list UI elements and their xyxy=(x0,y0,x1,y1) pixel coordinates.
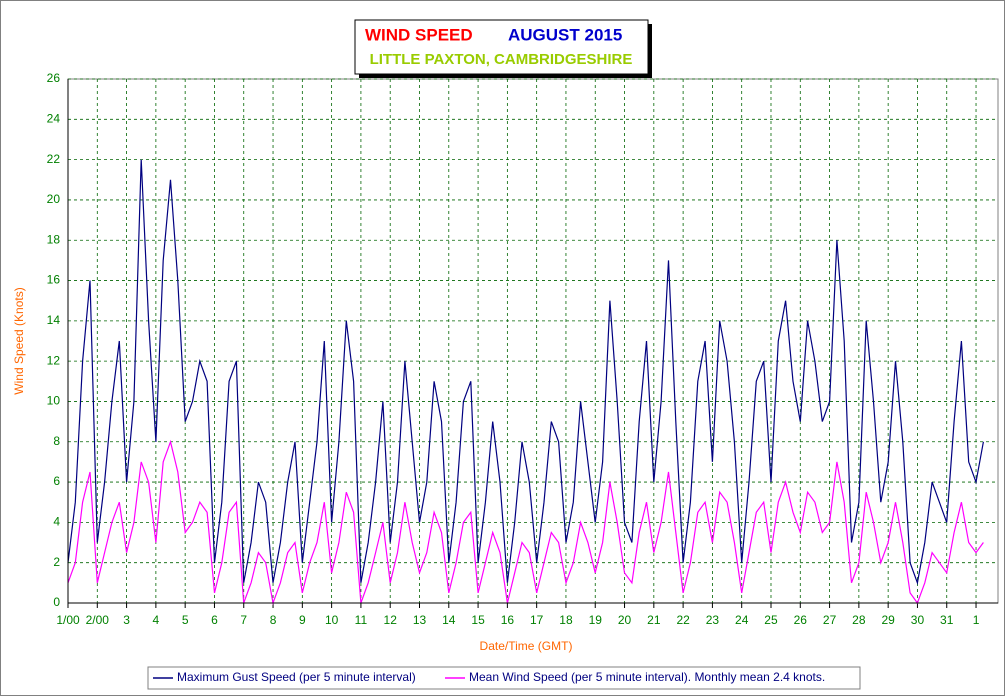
x-tick-label: 8 xyxy=(270,613,277,627)
x-tick-label: 7 xyxy=(240,613,247,627)
x-tick-label: 31 xyxy=(940,613,954,627)
y-tick-label: 2 xyxy=(53,555,60,569)
y-tick-label: 26 xyxy=(47,71,61,85)
x-tick-label: 6 xyxy=(211,613,218,627)
x-tick-label: 17 xyxy=(530,613,544,627)
y-tick-label: 18 xyxy=(47,232,61,246)
series-line xyxy=(67,159,984,586)
x-tick-label: 29 xyxy=(881,613,895,627)
x-tick-label: 24 xyxy=(735,613,749,627)
y-axis-label: Wind Speed (Knots) xyxy=(12,287,26,394)
y-tick-label: 22 xyxy=(47,152,61,166)
chart-subtitle: LITTLE PAXTON, CAMBRIDGESHIRE xyxy=(370,51,633,68)
x-tick-label: 1/00 xyxy=(56,613,80,627)
y-tick-label: 8 xyxy=(53,434,60,448)
x-tick-label: 13 xyxy=(413,613,427,627)
x-tick-label: 25 xyxy=(764,613,778,627)
plot-area xyxy=(67,78,999,604)
x-tick-label: 20 xyxy=(618,613,632,627)
y-tick-label: 0 xyxy=(53,595,60,609)
legend-box xyxy=(147,666,861,690)
x-tick-label: 2/00 xyxy=(86,613,110,627)
x-tick-label: 27 xyxy=(823,613,837,627)
y-tick-label: 20 xyxy=(47,192,61,206)
x-tick-label: 15 xyxy=(471,613,485,627)
y-tick-label: 12 xyxy=(47,353,61,367)
x-tick-label: 3 xyxy=(123,613,130,627)
x-axis-label: Date/Time (GMT) xyxy=(480,639,573,653)
chart-title-month: AUGUST 2015 xyxy=(508,25,622,44)
x-tick-label: 14 xyxy=(442,613,456,627)
y-tick-label: 10 xyxy=(47,394,61,408)
y-tick-label: 4 xyxy=(53,515,60,529)
x-tick-label: 18 xyxy=(559,613,573,627)
x-tick-label: 21 xyxy=(647,613,661,627)
title-box xyxy=(354,19,649,75)
x-tick-label: 12 xyxy=(384,613,398,627)
x-tick-label: 23 xyxy=(706,613,720,627)
y-tick-label: 6 xyxy=(53,474,60,488)
series-line xyxy=(67,439,984,606)
x-tick-label: 11 xyxy=(355,613,368,627)
x-tick-label: 28 xyxy=(852,613,866,627)
x-tick-label: 22 xyxy=(676,613,690,627)
x-tick-label: 5 xyxy=(182,613,189,627)
x-tick-label: 19 xyxy=(589,613,603,627)
y-tick-label: 24 xyxy=(47,111,61,125)
y-tick-label: 14 xyxy=(47,313,61,327)
x-tick-label: 30 xyxy=(911,613,925,627)
x-tick-label: 9 xyxy=(299,613,306,627)
x-tick-label: 1 xyxy=(973,613,980,627)
x-tick-label: 4 xyxy=(153,613,160,627)
y-tick-label: 16 xyxy=(47,273,61,287)
chart-title: WIND SPEED xyxy=(365,25,473,44)
legend-label: Mean Wind Speed (per 5 minute interval).… xyxy=(469,670,825,684)
x-tick-label: 26 xyxy=(794,613,808,627)
x-tick-label: 10 xyxy=(325,613,339,627)
legend-label: Maximum Gust Speed (per 5 minute interva… xyxy=(177,670,416,684)
x-tick-label: 16 xyxy=(501,613,515,627)
